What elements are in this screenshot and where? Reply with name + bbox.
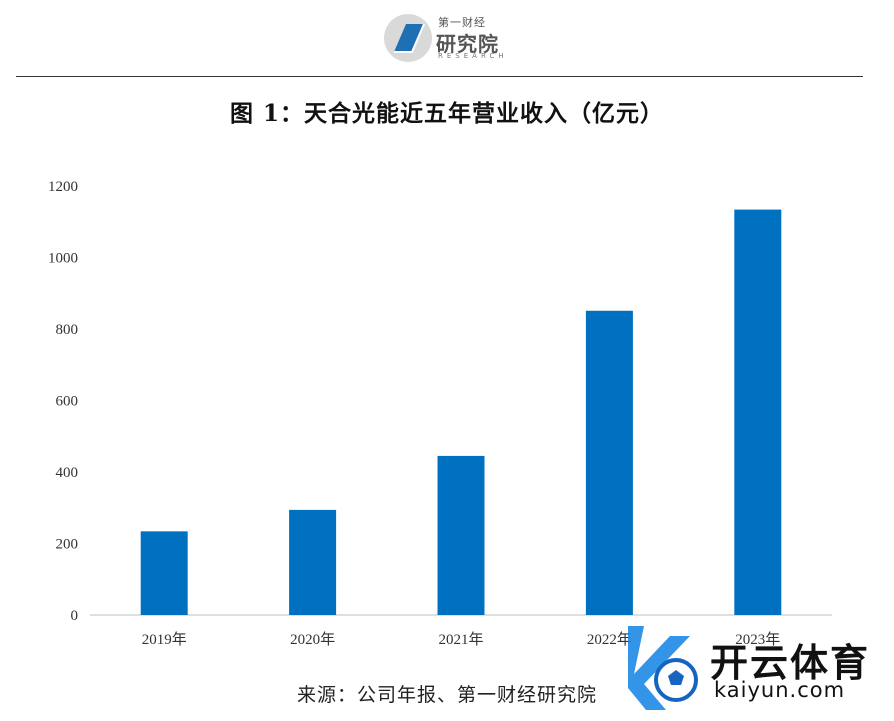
x-tick-label: 2022年 xyxy=(587,631,632,648)
book-logo-icon xyxy=(384,14,432,62)
y-tick-label: 1200 xyxy=(48,179,78,195)
bar-2023年 xyxy=(734,209,782,615)
chart-title: 图 1：天合光能近五年营业收入（亿元） xyxy=(229,100,664,127)
bar-2019年 xyxy=(140,531,188,615)
research-institute-logo: 第一财经 研究院 RESEARCH xyxy=(382,12,512,64)
source-note: 来源：公司年报、第一财经研究院 xyxy=(296,684,597,706)
y-tick-label: 400 xyxy=(56,465,79,481)
x-tick-label: 2023年 xyxy=(735,631,780,648)
logo-big-text: 研究院 xyxy=(436,32,499,56)
x-tick-label: 2019年 xyxy=(142,631,187,648)
bar-2022年 xyxy=(585,310,633,615)
bar-chart: 0 200 400 600 800 1000 1200 2019年 2020年 2021年 2022… xyxy=(48,179,832,648)
bar-2020年 xyxy=(289,509,337,615)
report-header: 第一财经 研究院 RESEARCH xyxy=(0,0,894,78)
y-tick-label: 600 xyxy=(56,394,79,410)
y-tick-label: 0 xyxy=(71,608,79,624)
logo-small-text: 第一财经 xyxy=(438,16,486,29)
x-tick-label: 2021年 xyxy=(438,631,483,648)
bar-2021年 xyxy=(437,455,485,615)
watermark-chinese-text: 开云体育 xyxy=(710,641,871,685)
soccer-ball-logo-icon xyxy=(628,626,698,710)
y-tick-label: 800 xyxy=(56,322,79,338)
y-tick-label: 1000 xyxy=(48,251,78,267)
watermark-english-text: kaiyun.com xyxy=(714,678,846,702)
header-divider xyxy=(16,76,863,77)
y-tick-label: 200 xyxy=(56,537,79,553)
x-tick-label: 2020年 xyxy=(290,631,335,648)
watermark: 开云体育 kaiyun.com xyxy=(610,618,890,718)
logo-english-text: RESEARCH xyxy=(438,52,508,60)
